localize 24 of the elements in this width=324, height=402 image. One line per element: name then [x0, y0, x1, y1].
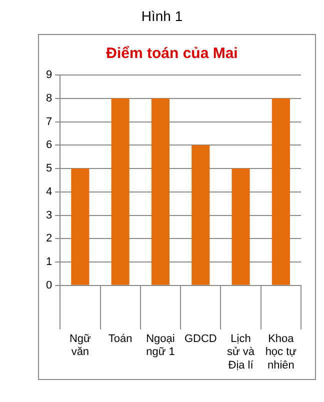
bar — [111, 98, 130, 285]
bar — [272, 98, 290, 285]
bar — [192, 145, 210, 285]
chart-title: Điểm toán của Mai — [106, 45, 238, 62]
y-tick-label: 6 — [46, 139, 52, 152]
y-tick-label: 7 — [46, 116, 52, 128]
y-tick-label: 0 — [46, 279, 52, 292]
text: Hình 1 — [140, 8, 184, 24]
x-tick-label: GDCD — [184, 333, 217, 346]
bar — [232, 168, 250, 285]
y-tick-label: 2 — [46, 232, 52, 245]
y-tick-label: 8 — [46, 92, 52, 104]
y-tick-label: 4 — [46, 186, 52, 198]
bar — [151, 98, 170, 285]
x-tick-label: Khoa học tự nhiên — [265, 333, 298, 372]
x-tick-label: Lịch sử và Địa lí — [227, 333, 256, 372]
y-tick-label: 1 — [46, 256, 52, 268]
y-tick-label: 5 — [46, 162, 52, 175]
x-tick-label: Ngoại ngữ 1 — [146, 333, 175, 358]
bar — [71, 168, 90, 285]
y-tick-label: 9 — [46, 69, 52, 82]
x-tick-label: Ngữ văn — [69, 333, 92, 358]
x-tick-label: Toán — [108, 333, 132, 346]
y-tick-label: 3 — [46, 209, 52, 222]
